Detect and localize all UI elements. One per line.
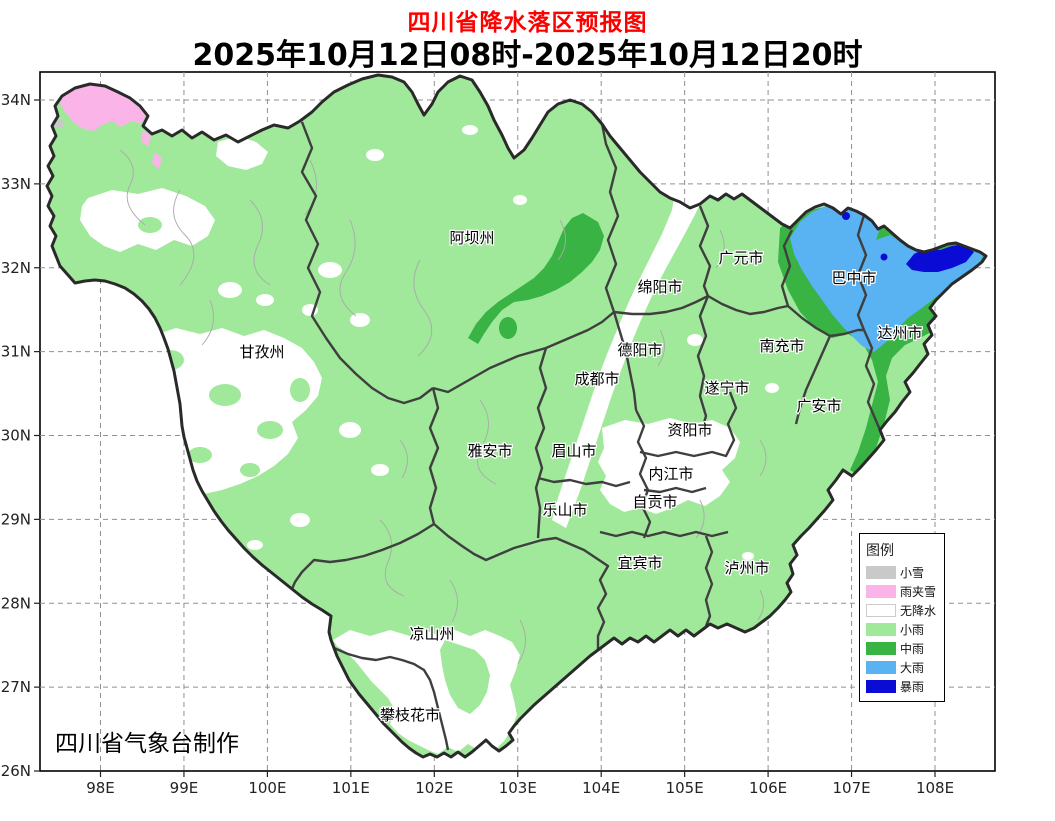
region-label: 南充市	[759, 337, 804, 355]
x-axis: 98E 99E 100E 101E 102E 103E 104E 105E 106E 107E 10…	[86, 779, 954, 797]
legend-title: 图例	[866, 543, 894, 559]
legend-item-label: 大雨	[900, 661, 925, 675]
x-axis-tick-label: 104E	[582, 779, 620, 797]
prefecture-boundaries	[290, 121, 882, 751]
x-axis-tick-label: 98E	[86, 779, 115, 797]
region-label: 宜宾市	[617, 554, 662, 572]
region-label: 资阳市	[667, 421, 712, 439]
y-axis-tick-label: 31N	[1, 343, 31, 361]
x-axis-tick-label: 103E	[499, 779, 537, 797]
page-subtitle: 2025年10月12日08时-2025年10月12日20时	[192, 38, 863, 73]
region-label: 绵阳市	[637, 278, 682, 296]
y-axis-tick-label: 33N	[1, 175, 31, 193]
legend-item: 大雨	[866, 661, 941, 675]
county-boundaries	[89, 149, 845, 665]
legend-item: 雨夹雪	[866, 585, 941, 599]
precipitation-layers	[52, 85, 986, 754]
y-axis-tick-label: 32N	[1, 259, 31, 277]
legend-item-label: 中雨	[900, 642, 925, 656]
legend-swatch	[866, 661, 896, 674]
legend-item: 中雨	[866, 642, 941, 656]
legend-item: 暴雨	[866, 680, 941, 694]
region-label: 乐山市	[542, 501, 587, 519]
x-axis-tick-label: 106E	[749, 779, 787, 797]
legend-swatch	[866, 680, 896, 693]
region-label: 阿坝州	[449, 229, 494, 247]
region-label: 攀枝花市	[380, 706, 440, 724]
region-label: 泸州市	[724, 559, 769, 577]
legend-box: 图例 小雪雨夹雪无降水小雨中雨大雨暴雨	[859, 533, 945, 702]
legend-item-label: 小雪	[900, 566, 925, 580]
region-label: 甘孜州	[239, 343, 284, 361]
legend-item: 小雪	[866, 566, 941, 580]
x-axis-tick-label: 101E	[332, 779, 370, 797]
region-label: 遂宁市	[704, 379, 749, 397]
legend-swatch	[866, 566, 896, 579]
x-axis-tick-label: 108E	[916, 779, 954, 797]
region-label: 成都市	[574, 370, 619, 388]
region-label: 雅安市	[467, 442, 512, 460]
y-axis-tick-label: 29N	[1, 510, 31, 528]
heavy-rain-zone	[790, 206, 984, 352]
page-title: 四川省降水落区预报图	[407, 10, 648, 36]
x-axis-tick-label: 105E	[666, 779, 704, 797]
y-axis-tick-label: 30N	[1, 427, 31, 445]
region-label: 广安市	[796, 397, 841, 415]
region-label: 眉山市	[551, 442, 596, 460]
attribution-text: 四川省气象台制作	[55, 731, 239, 757]
province-shape	[47, 75, 986, 757]
x-axis-tick-label: 100E	[248, 779, 286, 797]
legend-swatch	[866, 604, 896, 617]
light-rain-speckles	[95, 217, 490, 714]
legend-swatch	[866, 623, 896, 636]
province-border	[45, 73, 988, 759]
y-axis: 34N 33N 32N 31N 30N 29N 28N 27N 26N	[1, 91, 31, 780]
legend-item-label: 雨夹雪	[900, 585, 937, 599]
x-axis-tick-label: 107E	[832, 779, 870, 797]
y-axis-tick-label: 26N	[1, 762, 31, 780]
legend-swatch	[866, 642, 896, 655]
legend-item-label: 暴雨	[900, 680, 925, 694]
x-axis-tick-label: 102E	[415, 779, 453, 797]
x-axis-tick-label: 99E	[170, 779, 199, 797]
region-label: 自贡市	[632, 493, 677, 511]
legend-item-label: 无降水	[900, 604, 937, 618]
y-axis-tick-label: 34N	[1, 91, 31, 109]
region-label: 德阳市	[617, 341, 662, 359]
region-label: 凉山州	[409, 625, 454, 643]
legend-item-label: 小雨	[900, 623, 925, 637]
legend-swatch	[866, 585, 896, 598]
region-label: 内江市	[648, 465, 693, 483]
region-labels: 阿坝州甘孜州 广元市绵阳市 巴中市达州市南充市 德阳市成都市遂宁市广安市资阳市雅安市 眉…	[238, 228, 924, 726]
legend-item: 无降水	[866, 604, 941, 618]
region-label: 达州市	[877, 324, 922, 342]
region-label: 广元市	[718, 249, 763, 267]
y-axis-tick-label: 28N	[1, 594, 31, 612]
legend-rows: 小雪雨夹雪无降水小雨中雨大雨暴雨	[866, 566, 941, 694]
legend-item: 小雨	[866, 623, 941, 637]
y-axis-tick-label: 27N	[1, 678, 31, 696]
region-label: 巴中市	[831, 269, 876, 287]
